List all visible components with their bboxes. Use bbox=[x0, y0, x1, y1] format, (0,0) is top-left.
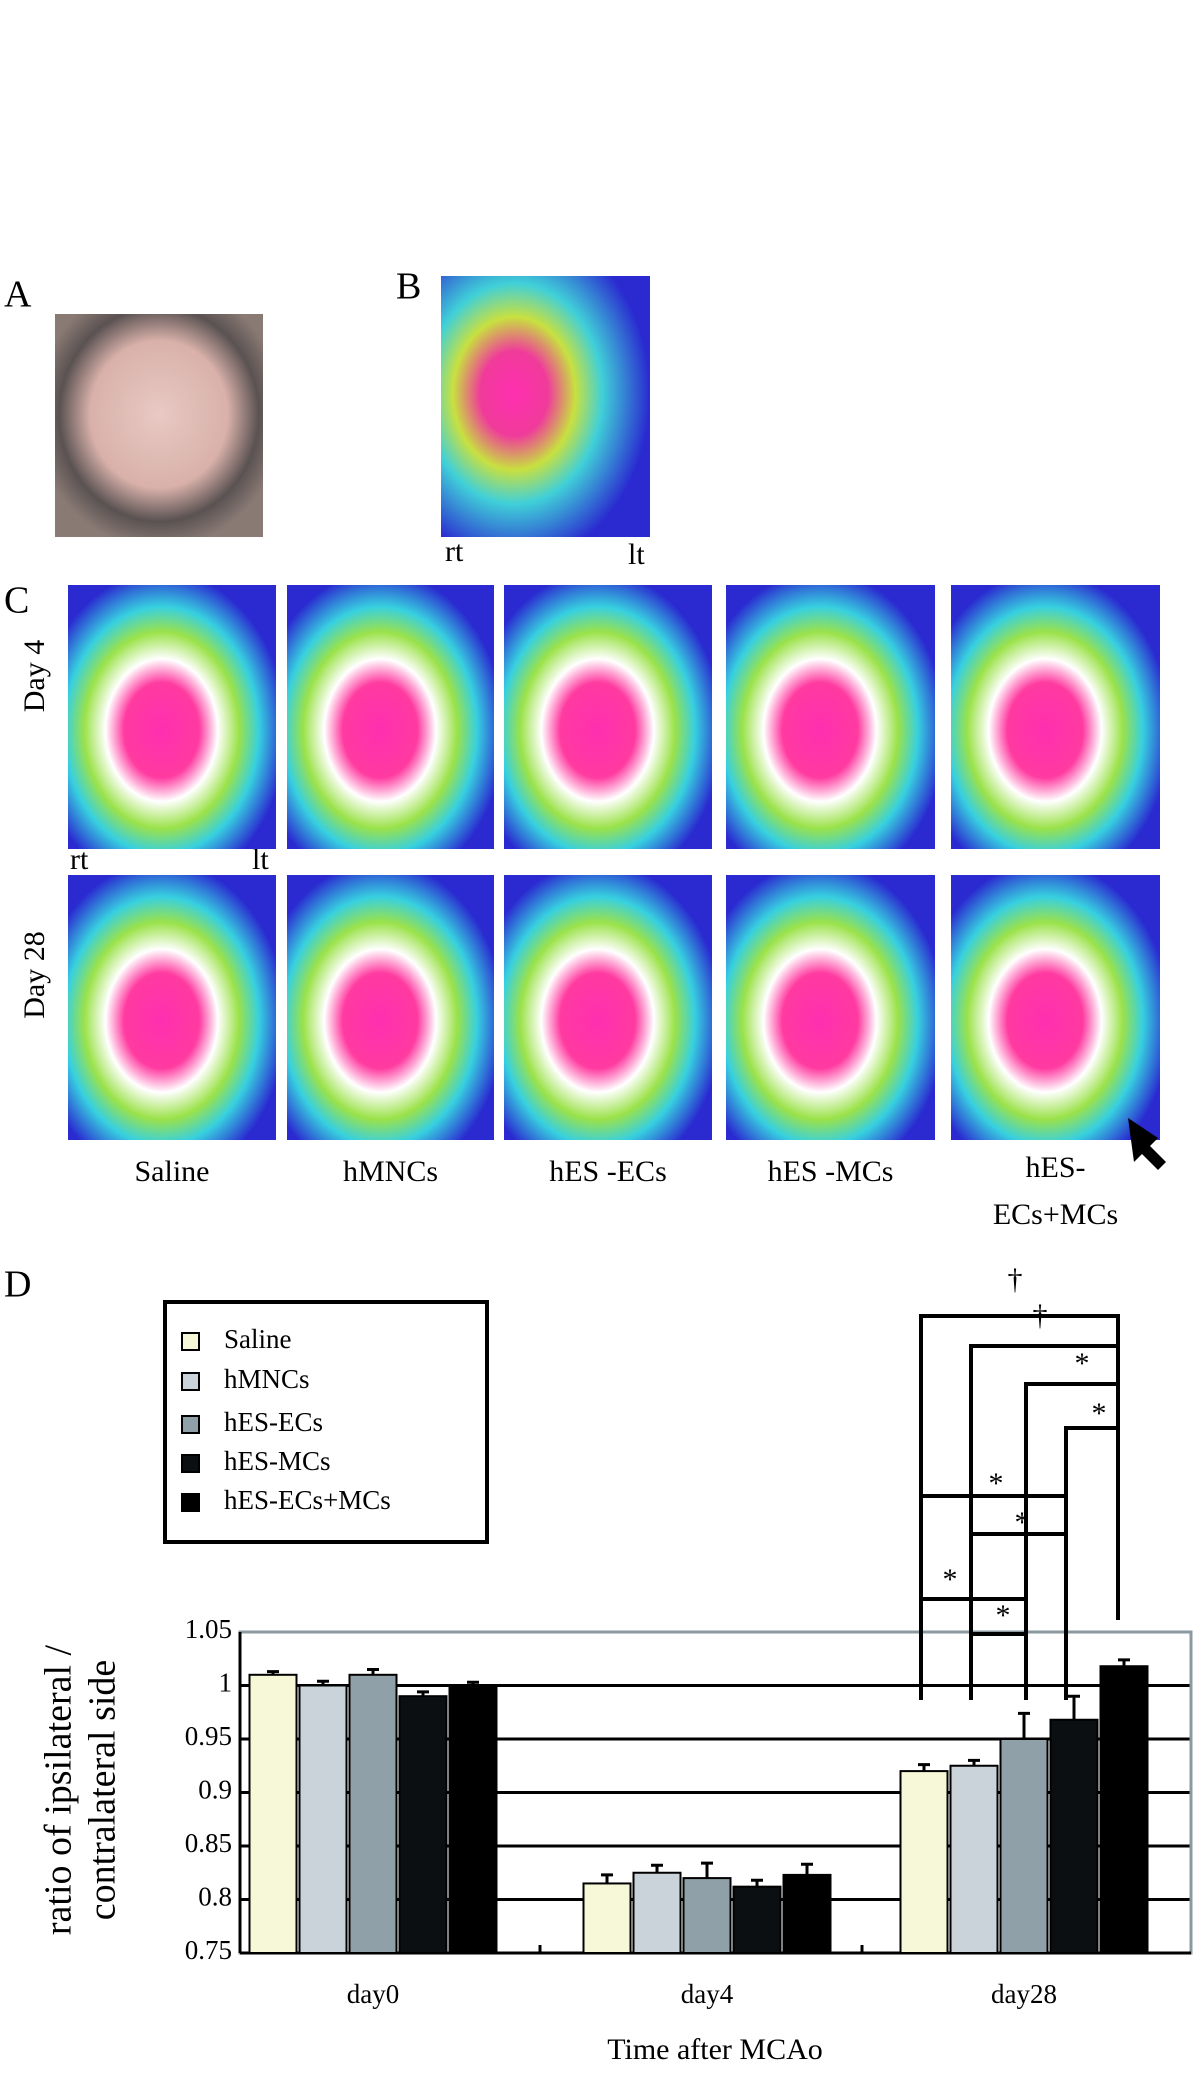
bar bbox=[732, 1885, 782, 1955]
error-bar bbox=[417, 1690, 429, 1697]
error-bar bbox=[801, 1862, 813, 1875]
significance-mark: † bbox=[1008, 1263, 1023, 1296]
bar bbox=[1099, 1665, 1149, 1954]
heatmap-image bbox=[951, 875, 1160, 1140]
row-label: Day 28 bbox=[18, 931, 51, 1018]
group-label: hES- bbox=[1026, 1151, 1086, 1184]
error-bar bbox=[968, 1758, 980, 1766]
row-label: Day 4 bbox=[18, 640, 51, 712]
bar bbox=[398, 1695, 448, 1954]
panel-label: D bbox=[4, 1264, 31, 1306]
x-tick-label: day28 bbox=[991, 1979, 1057, 2009]
bar bbox=[348, 1673, 398, 1955]
legend-label: hMNCs bbox=[224, 1364, 310, 1394]
bar bbox=[632, 1871, 682, 1954]
group-label: ECs+MCs bbox=[993, 1198, 1118, 1231]
panel-label: B bbox=[396, 266, 421, 308]
significance-mark: * bbox=[1092, 1397, 1107, 1430]
photo-a bbox=[55, 314, 263, 537]
arrow bbox=[1128, 1118, 1166, 1170]
bar bbox=[248, 1673, 298, 1955]
group-label: hES -MCs bbox=[768, 1155, 894, 1188]
significance-bracket bbox=[1064, 1426, 1120, 1700]
significance-bracket bbox=[969, 1632, 1028, 1700]
significance-bracket bbox=[1024, 1382, 1120, 1700]
bar bbox=[682, 1877, 732, 1954]
heatmap-image bbox=[726, 585, 935, 849]
error-bar bbox=[651, 1863, 663, 1873]
group-label: hMNCs bbox=[343, 1155, 438, 1188]
legend-label: hES-ECs+MCs bbox=[224, 1485, 391, 1515]
significance-mark: * bbox=[996, 1599, 1011, 1632]
legend-label: hES-MCs bbox=[224, 1446, 331, 1476]
significance-mark: * bbox=[989, 1467, 1004, 1500]
y-tick-label: 1 bbox=[219, 1668, 233, 1698]
error-bar bbox=[267, 1670, 279, 1675]
heatmap-image bbox=[68, 875, 276, 1140]
bar bbox=[999, 1738, 1049, 1954]
x-tick-label: day0 bbox=[347, 1979, 399, 2009]
heatmap-image bbox=[287, 875, 494, 1140]
error-bar bbox=[367, 1667, 379, 1675]
bar bbox=[298, 1684, 348, 1954]
group-label: Saline bbox=[135, 1155, 210, 1188]
error-bar bbox=[1018, 1711, 1030, 1739]
y-tick-label: 0.8 bbox=[198, 1882, 232, 1912]
legend-box bbox=[163, 1300, 489, 1544]
side-label: rt bbox=[70, 843, 89, 876]
y-tick-label: 0.75 bbox=[185, 1935, 232, 1965]
error-bar bbox=[918, 1763, 930, 1772]
x-axis-title: Time after MCAo bbox=[607, 2033, 823, 2066]
panel-label: C bbox=[4, 580, 29, 622]
panel-label: A bbox=[4, 274, 32, 316]
legend-swatch bbox=[181, 1493, 200, 1512]
legend-label: hES-ECs bbox=[224, 1407, 323, 1437]
significance-bracket bbox=[969, 1532, 1068, 1700]
side-label: rt bbox=[445, 535, 464, 568]
x-tick-label: day4 bbox=[681, 1979, 734, 2009]
bar bbox=[582, 1882, 632, 1954]
bar bbox=[782, 1873, 832, 1955]
heatmap-image bbox=[68, 585, 276, 849]
legend-swatch bbox=[181, 1372, 200, 1391]
significance-mark: * bbox=[1015, 1506, 1030, 1539]
legend-label: Saline bbox=[224, 1324, 292, 1354]
error-bar bbox=[1118, 1658, 1130, 1667]
error-bar bbox=[1068, 1694, 1080, 1720]
error-bar bbox=[317, 1679, 329, 1686]
significance-mark: * bbox=[943, 1563, 958, 1596]
error-bar bbox=[467, 1680, 479, 1686]
image-b bbox=[441, 276, 650, 537]
bar bbox=[949, 1764, 999, 1954]
y-axis-title: ratio of ipsilateral / bbox=[38, 1644, 80, 1935]
significance-mark: * bbox=[1075, 1347, 1090, 1380]
y-axis-title: contralateral side bbox=[82, 1660, 124, 1921]
error-bar bbox=[601, 1873, 613, 1884]
heatmap-image bbox=[504, 585, 712, 849]
bar bbox=[1049, 1718, 1099, 1954]
error-bar bbox=[701, 1861, 713, 1879]
bar bbox=[899, 1770, 949, 1954]
y-tick-label: 1.05 bbox=[185, 1614, 232, 1644]
error-bar bbox=[751, 1878, 763, 1887]
legend-swatch bbox=[181, 1454, 200, 1473]
panel-c-images bbox=[68, 585, 1160, 1140]
heatmap-image bbox=[504, 875, 712, 1140]
heatmap-image bbox=[287, 585, 494, 849]
group-label: hES -ECs bbox=[549, 1155, 667, 1188]
heatmap-image bbox=[726, 875, 935, 1140]
side-label: lt bbox=[252, 843, 269, 876]
side-label: lt bbox=[628, 538, 645, 571]
y-tick-label: 0.95 bbox=[185, 1721, 232, 1751]
significance-mark: † bbox=[1033, 1299, 1048, 1332]
bar bbox=[448, 1684, 498, 1954]
y-tick-label: 0.9 bbox=[198, 1775, 232, 1805]
y-tick-label: 0.85 bbox=[185, 1828, 232, 1858]
legend-swatch bbox=[181, 1415, 200, 1434]
legend-swatch bbox=[181, 1332, 200, 1351]
heatmap-image bbox=[951, 585, 1160, 849]
